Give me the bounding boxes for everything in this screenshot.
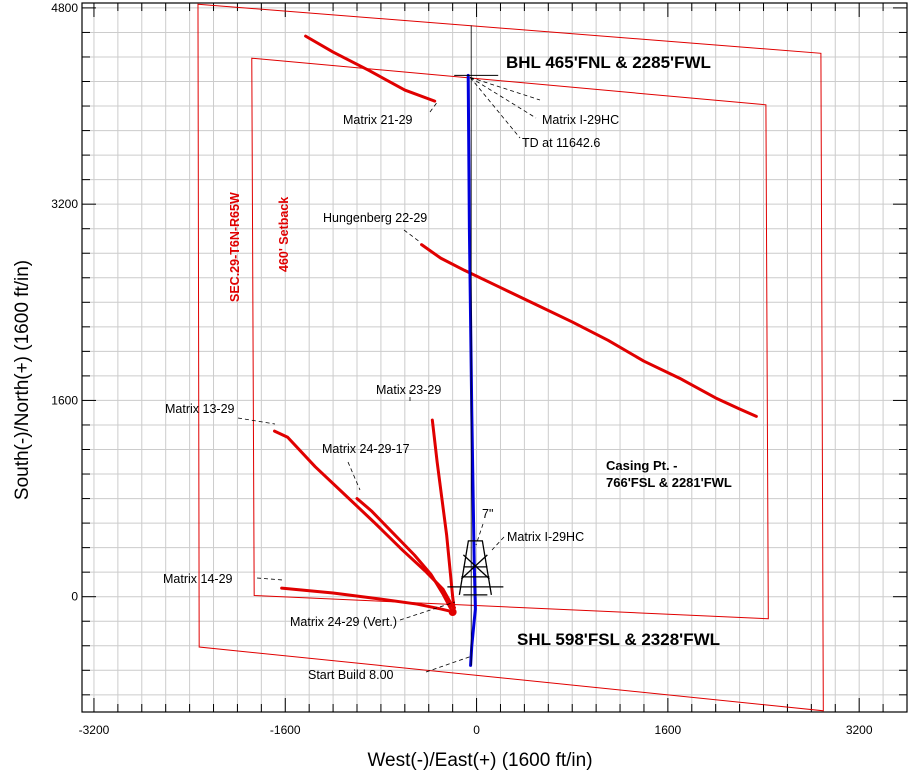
leader-line	[429, 100, 439, 113]
matrix-13-29-label: Matrix 13-29	[165, 402, 235, 416]
annotation-leaders	[237, 25, 541, 673]
leader-line	[469, 77, 521, 139]
x-tick-label: -1600	[270, 723, 301, 737]
hungenberg-label: Hungenberg 22-29	[323, 211, 427, 225]
leader-line	[347, 461, 361, 491]
well-path-matix-23-29	[430, 418, 456, 609]
matix-23-29-label: Matix 23-29	[376, 383, 441, 397]
axis-ticks	[82, 3, 908, 712]
y-tick-label: 1600	[51, 393, 78, 407]
leader-line	[403, 229, 421, 243]
drilling-rig-icon	[447, 540, 504, 596]
leader-line	[237, 417, 276, 425]
well-path-matrix-i-29hc	[466, 73, 477, 667]
well-paths	[273, 34, 758, 667]
rig-cross	[462, 554, 490, 580]
plot-frame	[81, 2, 908, 713]
matrix-i29hc-low-label: Matrix I-29HC	[507, 530, 584, 544]
x-tick-label: 3200	[846, 723, 873, 737]
boundary-460-setback	[251, 57, 769, 620]
bhl-label: BHL 465'FNL & 2285'FWL	[506, 53, 711, 72]
leader-line	[425, 655, 473, 673]
x-axis-title: West(-)/East(+) (1600 ft/in)	[367, 750, 592, 771]
lease-boundaries	[197, 3, 824, 712]
leader-line	[256, 577, 284, 581]
well-path-matrix-14-29	[280, 586, 453, 613]
seven-inch-label: 7"	[482, 507, 493, 521]
leader-line	[469, 77, 537, 119]
leader-line	[491, 536, 505, 551]
leader-line	[399, 601, 456, 621]
matrix-21-29-label: Matrix 21-29	[343, 113, 413, 127]
y-tick-label: 0	[71, 590, 78, 604]
well-path-matrix-24-29-17	[355, 497, 452, 610]
x-tick-labels: -3200 -1600 0 1600 3200	[79, 723, 873, 737]
y-tick-label: 4800	[51, 1, 78, 15]
plot-border	[81, 2, 908, 713]
rig-cross	[460, 554, 488, 580]
matrix-i29hc-top-label: Matrix I-29HC	[542, 113, 619, 127]
grid	[82, 3, 908, 712]
matrix-24-29-17-label: Matrix 24-29-17	[322, 442, 410, 456]
leader-line	[475, 523, 484, 546]
casing-point-label-1: Casing Pt. -	[606, 458, 678, 473]
x-tick-label: 0	[473, 723, 480, 737]
vertical-well-marker	[448, 608, 457, 617]
rig-legs	[458, 540, 493, 595]
y-tick-labels: 0 1600 3200 4800	[51, 1, 78, 604]
well-path-hungenberg-22-29	[420, 243, 758, 418]
well-path-matrix-13-29	[273, 429, 455, 609]
matrix-24-29-vert-label: Matrix 24-29 (Vert.)	[290, 615, 397, 629]
td-label: TD at 11642.6	[522, 136, 600, 150]
shl-label: SHL 598'FSL & 2328'FWL	[517, 630, 720, 649]
start-build-label: Start Build 8.00	[308, 668, 394, 682]
section-label: SEC.29-T6N-R65W	[228, 192, 242, 302]
x-tick-label: -3200	[79, 723, 110, 737]
matrix-14-29-label: Matrix 14-29	[163, 572, 233, 586]
y-axis-title: South(-)/North(+) (1600 ft/in)	[12, 260, 33, 500]
boundary-sec-29-t6n-r65w	[197, 3, 824, 712]
casing-point-label-2: 766'FSL & 2281'FWL	[606, 475, 732, 490]
leader-line	[470, 76, 541, 101]
x-tick-label: 1600	[655, 723, 682, 737]
y-tick-label: 3200	[51, 197, 78, 211]
well-path-matrix-21-29	[304, 34, 437, 103]
setback-label: 460' Setback	[277, 197, 291, 272]
